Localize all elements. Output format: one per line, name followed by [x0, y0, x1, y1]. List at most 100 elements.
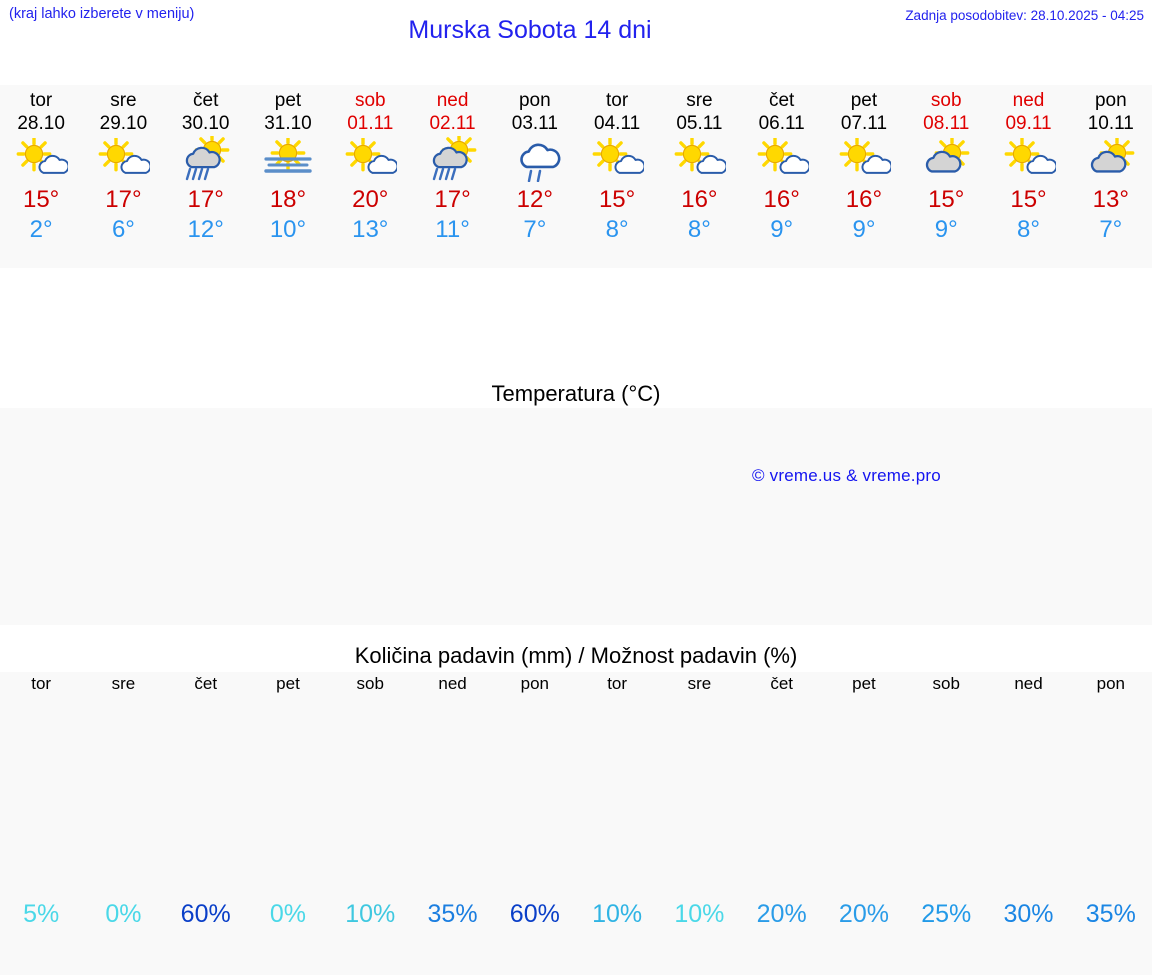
day-name: sre — [686, 90, 713, 111]
day-column[interactable]: pon 03.11 12° 7° — [494, 85, 576, 268]
min-temperature: 11° — [435, 216, 470, 243]
day-date: 05.11 — [676, 113, 723, 134]
max-temperature: 15° — [598, 186, 636, 213]
min-temperature: 7° — [523, 216, 547, 243]
max-temperature: 15° — [928, 186, 965, 213]
day-date: 31.10 — [264, 113, 312, 134]
precip-probability: 25% — [921, 900, 972, 928]
min-temperature: 13° — [352, 216, 389, 243]
precip-day-label: pon — [520, 674, 550, 693]
sun-cloud-icon — [96, 136, 151, 182]
precip-day-label: pon — [1096, 674, 1125, 693]
precipitation-chart-section: Količina padavin (mm) / Možnost padavin … — [0, 640, 1152, 975]
precip-day-label: sre — [687, 674, 712, 693]
day-name: čet — [768, 90, 795, 111]
day-name: tor — [606, 90, 629, 111]
precipitation-probability-row: 5% 0% 60% 0% 10% 35% 60% 10% 10% 20% 20% 25% 30% 35% — [0, 900, 1152, 929]
precip-day-label: sob — [356, 674, 384, 693]
day-column[interactable]: pet 31.10 18° 10° — [247, 85, 329, 268]
sun-cloud-icon — [672, 136, 727, 182]
day-column[interactable]: pet 07.11 16° 9° — [823, 85, 905, 268]
menu-hint: (kraj lahko izberete v meniju) — [9, 6, 195, 22]
min-temperature: 9° — [770, 216, 794, 243]
max-temperature: 18° — [269, 186, 307, 213]
max-temperature: 15° — [22, 186, 60, 213]
precip-day-label: pet — [276, 674, 300, 693]
day-date: 07.11 — [840, 113, 888, 134]
min-temperature: 7° — [1099, 216, 1123, 243]
day-date: 28.10 — [17, 113, 65, 134]
sun-cloud-icon — [343, 136, 398, 182]
cloud-sun-icon — [1084, 136, 1138, 182]
precip-day-label: tor — [607, 674, 628, 693]
day-name: čet — [193, 90, 219, 111]
day-date: 01.11 — [347, 113, 394, 134]
day-column[interactable]: sob 01.11 20° 13° — [329, 85, 411, 268]
precip-day-label: tor — [31, 674, 52, 693]
day-column[interactable]: sob 08.11 15° 9° — [905, 85, 987, 268]
day-column[interactable]: pon 10.11 13° 7° — [1070, 85, 1152, 268]
min-temperature: 10° — [269, 216, 307, 243]
day-column[interactable]: ned 02.11 17° 11° — [411, 85, 493, 268]
precip-day-label: čet — [770, 674, 794, 693]
day-column[interactable]: čet 06.11 16° 9° — [741, 85, 823, 268]
precip-probability: 10% — [345, 900, 396, 928]
precip-probability: 0% — [269, 900, 307, 928]
sun-cloud-icon — [1002, 136, 1056, 182]
sun-fog-icon — [260, 136, 316, 182]
day-name: ned — [436, 90, 469, 111]
precip-probability: 35% — [427, 900, 478, 928]
day-name: sre — [110, 90, 137, 111]
day-date: 06.11 — [758, 113, 805, 134]
min-temperature: 8° — [1017, 216, 1040, 243]
day-date: 09.11 — [1005, 113, 1052, 134]
day-date: 08.11 — [923, 113, 970, 134]
day-date: 02.11 — [429, 113, 476, 134]
sun-cloud-icon — [755, 136, 809, 182]
min-temperature: 8° — [687, 216, 711, 243]
max-temperature: 13° — [1092, 186, 1129, 213]
day-name: ned — [1012, 90, 1045, 111]
min-temperature: 6° — [111, 216, 135, 243]
day-column[interactable]: tor 04.11 15° 8° — [576, 85, 658, 268]
sun-cloud-icon — [590, 136, 645, 182]
day-column[interactable]: tor 28.10 15° 2° — [0, 85, 82, 268]
precip-probability: 0% — [105, 900, 142, 928]
daily-forecast-strip: tor 28.10 15° 2° sre 29.10 17° 6° čet 30.10 17°… — [0, 85, 1152, 268]
page-header: (kraj lahko izberete v meniju) Murska So… — [0, 0, 1152, 62]
precip-probability: 20% — [756, 900, 807, 928]
day-date: 03.11 — [511, 113, 558, 134]
watermark-text: © vreme.us & vreme.pro — [752, 466, 941, 485]
cloud-sun-icon — [919, 136, 973, 182]
max-temperature: 16° — [763, 186, 800, 213]
max-temperature: 17° — [434, 186, 471, 213]
day-date: 30.10 — [181, 113, 230, 134]
day-name: sob — [930, 90, 962, 111]
max-temperature: 16° — [845, 186, 883, 213]
temperature-chart-section: Temperatura (°C) 01020 — [0, 379, 1152, 625]
day-column[interactable]: sre 05.11 16° 8° — [658, 85, 740, 268]
sun-cloud-icon — [14, 136, 69, 182]
day-name: tor — [30, 90, 53, 111]
precip-probability: 10% — [674, 900, 725, 928]
precip-probability: 60% — [180, 900, 231, 928]
max-temperature: 16° — [681, 186, 718, 213]
day-name: pon — [518, 90, 551, 111]
precip-day-label: čet — [194, 674, 218, 693]
precip-probability: 35% — [1085, 900, 1136, 928]
page-title: Murska Sobota 14 dni — [408, 16, 652, 44]
max-temperature: 17° — [187, 186, 224, 213]
day-column[interactable]: čet 30.10 17° 12° — [165, 85, 247, 268]
day-name: pon — [1094, 90, 1127, 111]
day-name: sob — [354, 90, 386, 111]
min-temperature: 9° — [852, 216, 876, 243]
precip-probability: 10% — [592, 900, 643, 928]
precip-probability: 5% — [23, 900, 60, 928]
day-column[interactable]: sre 29.10 17° 6° — [82, 85, 164, 268]
day-column[interactable]: ned 09.11 15° 8° — [987, 85, 1069, 268]
precip-probability: 30% — [1003, 900, 1054, 928]
cloud-rain-icon — [508, 136, 562, 182]
precip-probability: 20% — [838, 900, 889, 928]
precip-day-label: ned — [1014, 674, 1043, 693]
sun-cloud-rain-icon — [179, 136, 233, 182]
